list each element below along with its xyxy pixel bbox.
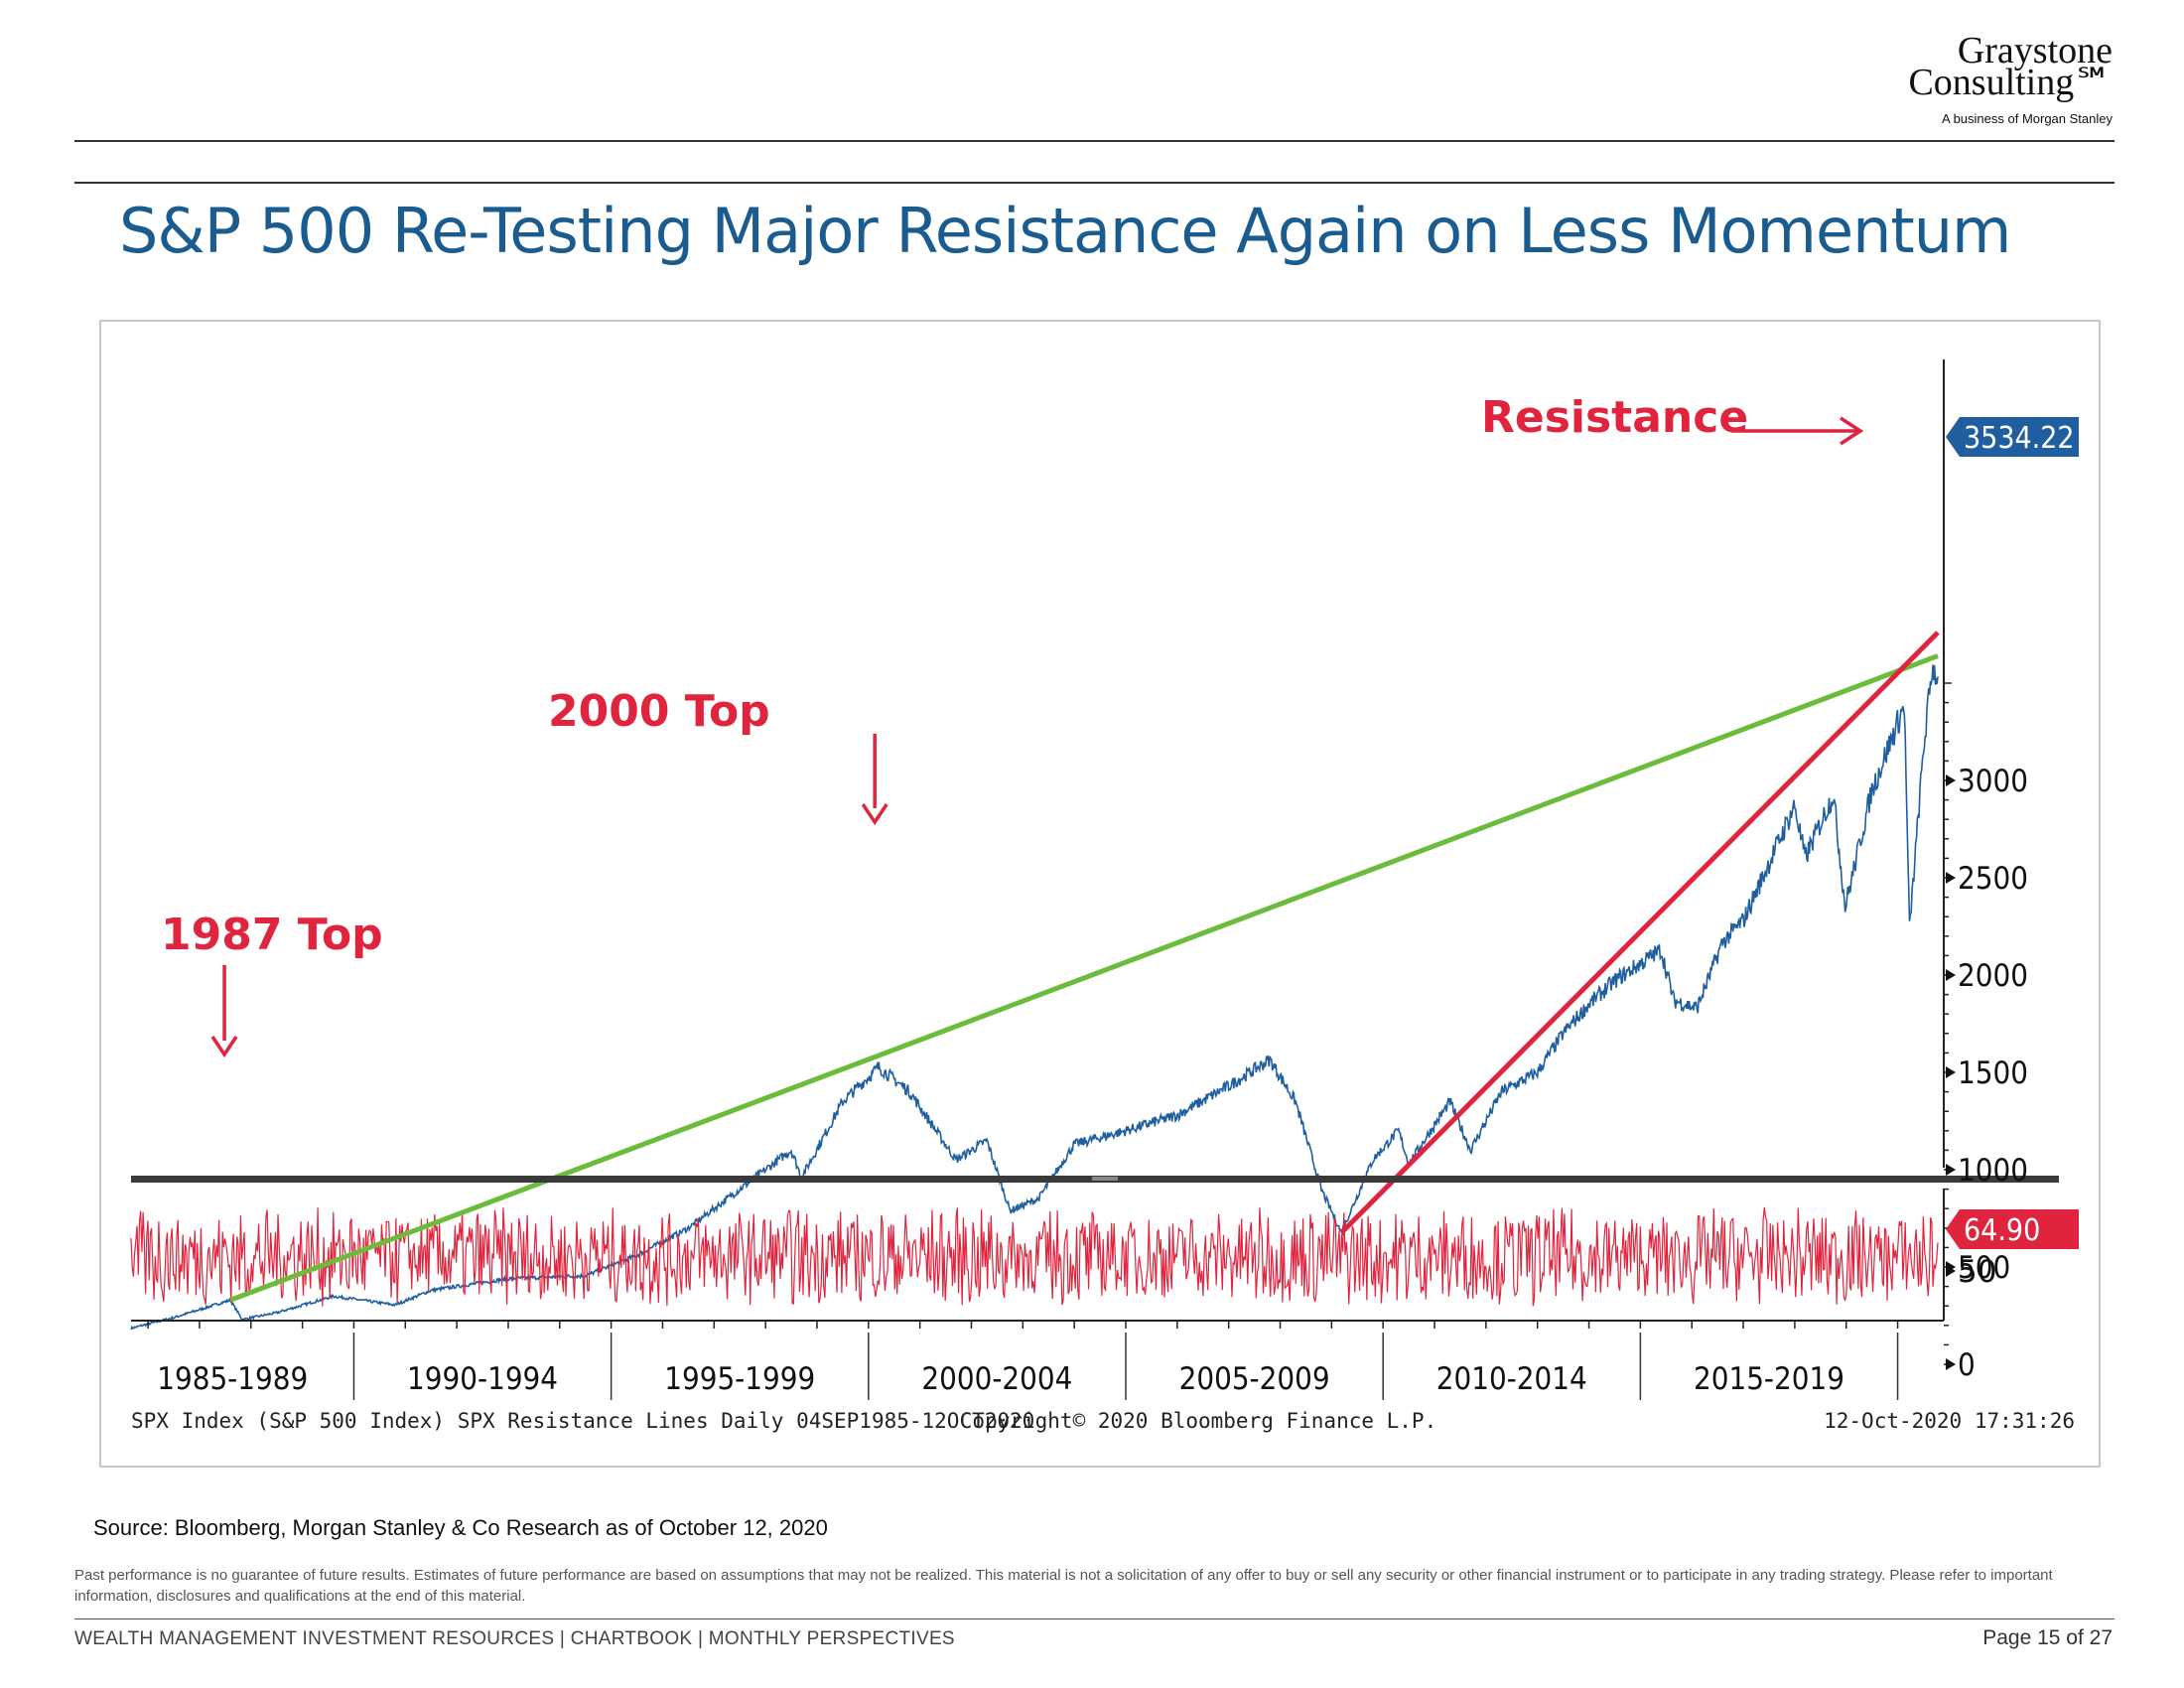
x-period-label: 2015-2019 bbox=[1694, 1361, 1844, 1397]
header-divider bbox=[74, 140, 2115, 142]
lower-tick-label: 50 bbox=[1958, 1254, 1996, 1290]
resistance-line-red bbox=[1339, 631, 1940, 1235]
y-tick-label: 3000 bbox=[1958, 764, 2028, 799]
logo-line2: Consulting℠ bbox=[1908, 62, 2113, 103]
y-tick-label: 2000 bbox=[1958, 958, 2028, 994]
disclaimer: Past performance is no guarantee of futu… bbox=[74, 1567, 2053, 1605]
y-tick-label: 500 bbox=[1958, 1250, 2010, 1286]
page-number: Page 15 of 27 bbox=[1982, 1626, 2113, 1649]
y-tick-marker bbox=[1946, 1164, 1956, 1176]
title-divider bbox=[74, 182, 2115, 184]
footer-divider bbox=[74, 1618, 2115, 1619]
logo-subtitle: A business of Morgan Stanley bbox=[1942, 111, 2113, 126]
y-tick-label: 1000 bbox=[1958, 1153, 2028, 1189]
annotation-2000-top: 2000 Top bbox=[548, 686, 770, 737]
last-price-tag: 3534.22 bbox=[1964, 421, 2075, 456]
annotation-resistance-head bbox=[1840, 416, 1864, 446]
chart-footer-right: 12-Oct-2020 17:31:26 bbox=[1824, 1409, 2075, 1433]
x-period-label: 2000-2004 bbox=[921, 1361, 1072, 1397]
chart-svg: 1987 Top 2000 Top Resistance 0 500 1000 1500 2… bbox=[130, 359, 2079, 1433]
annotation-resistance: Resistance bbox=[1481, 392, 1748, 443]
lower-tick-marker bbox=[1946, 1265, 1956, 1277]
y-tick-marker bbox=[1946, 1358, 1956, 1370]
last-oscillator-tag: 64.90 bbox=[1964, 1213, 2040, 1248]
y-tick-label: 2500 bbox=[1958, 861, 2028, 897]
chart-frame: 1987 Top 2000 Top Resistance 0 500 1000 1500 2… bbox=[99, 320, 2101, 1468]
y-tick-label: 1500 bbox=[1958, 1055, 2028, 1091]
annotation-1987-arrow-head bbox=[210, 1036, 238, 1058]
panel-resize-handle[interactable] bbox=[1092, 1177, 1118, 1181]
footer-nav: WEALTH MANAGEMENT INVESTMENT RESOURCES |… bbox=[74, 1628, 955, 1649]
x-period-label: 1985-1989 bbox=[157, 1361, 308, 1397]
y-tick-marker bbox=[1946, 774, 1956, 786]
oscillator-series-line bbox=[130, 1206, 1939, 1307]
source-note: Source: Bloomberg, Morgan Stanley & Co R… bbox=[93, 1515, 828, 1540]
y-tick-marker bbox=[1946, 969, 1956, 981]
price-series-line bbox=[130, 664, 1939, 1331]
chart-footer-mid: Copyright© 2020 Bloomberg Finance L.P. bbox=[960, 1409, 1436, 1433]
page-title: S&P 500 Re-Testing Major Resistance Agai… bbox=[119, 195, 2011, 267]
last-price-tag-bg bbox=[1946, 417, 2079, 457]
x-period-label: 2005-2009 bbox=[1179, 1361, 1330, 1397]
annotation-1987-top: 1987 Top bbox=[161, 910, 383, 960]
y-tick-marker bbox=[1946, 1066, 1956, 1078]
x-period-label: 1990-1994 bbox=[407, 1361, 558, 1397]
y-tick-label: 0 bbox=[1958, 1347, 1976, 1383]
resistance-line-green bbox=[229, 653, 1939, 1303]
y-tick-marker bbox=[1946, 872, 1956, 884]
x-period-label: 1995-1999 bbox=[664, 1361, 815, 1397]
last-oscillator-tag-bg bbox=[1946, 1209, 2079, 1249]
x-period-label: 2010-2014 bbox=[1436, 1361, 1587, 1397]
logo-line1: Graystone bbox=[1957, 30, 2113, 71]
chart-footer-left: SPX Index (S&P 500 Index) SPX Resistance… bbox=[131, 1409, 1034, 1433]
annotation-2000-arrow-head bbox=[861, 803, 888, 826]
